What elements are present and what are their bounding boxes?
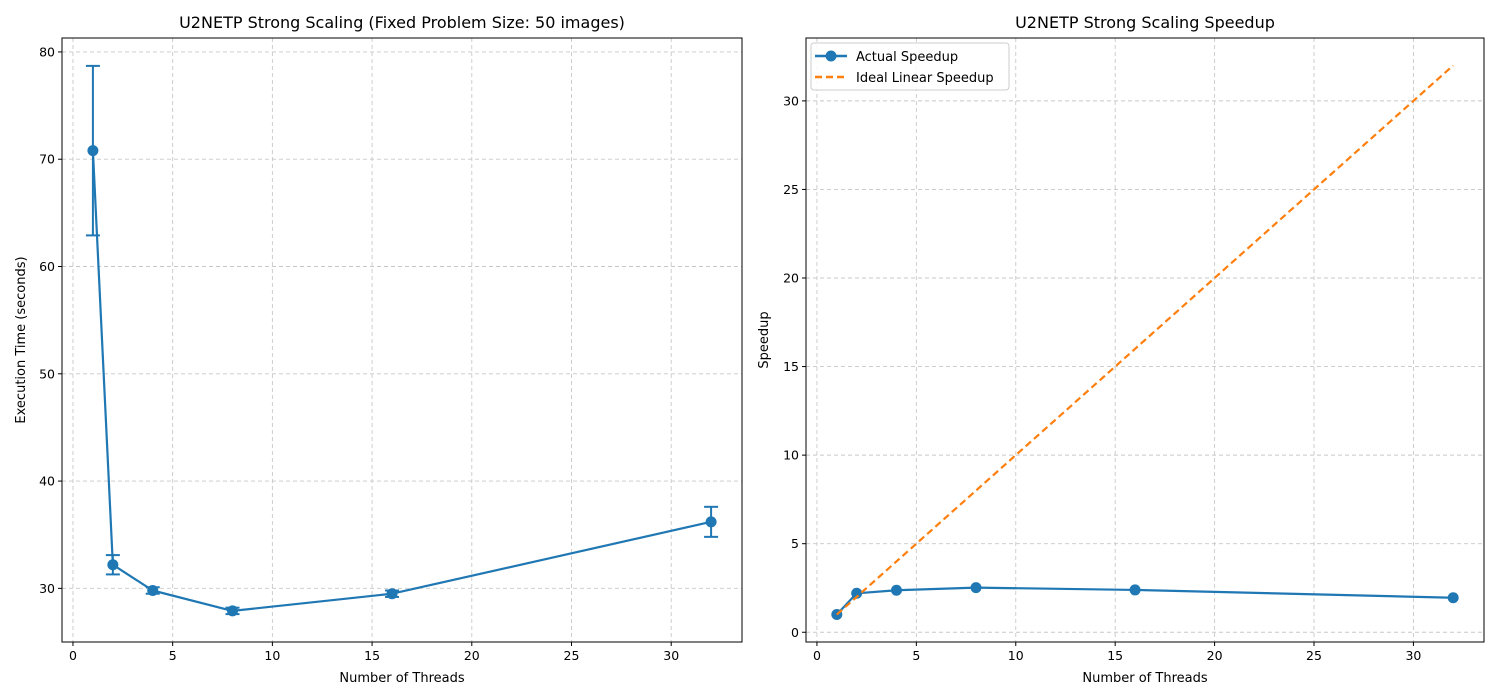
execution-time-x-tick-label: 0	[69, 648, 77, 663]
execution-time-x-axis-label: Number of Threads	[339, 671, 464, 686]
execution-time-y-tick-label: 80	[39, 44, 55, 59]
speedup-grid	[806, 38, 1484, 642]
execution-time-data-point	[107, 559, 119, 571]
speedup-axes-frame	[805, 37, 1485, 643]
execution-time-y-tick-label: 40	[39, 474, 55, 489]
execution-time-ticks: 0 5 10 15 20 25 30 30 40 50 60 70 80	[39, 44, 679, 663]
speedup-y-tick-label: 25	[783, 182, 799, 197]
execution-time-data-point	[147, 585, 159, 597]
execution-time-y-tick-label: 30	[39, 581, 55, 596]
execution-time-line	[91, 150, 712, 612]
execution-time-axes-frame	[61, 37, 743, 643]
speedup-y-tick-label: 0	[791, 625, 799, 640]
speedup-x-tick-label: 30	[1405, 648, 1421, 663]
execution-time-x-tick-label: 5	[169, 648, 177, 663]
execution-time-x-tick-label: 15	[364, 648, 380, 663]
execution-time-y-axis-label: Execution Time (seconds)	[14, 256, 29, 423]
execution-time-y-tick-label: 70	[39, 152, 55, 167]
speedup-ticks: 0 5 10 15 20 25 30 0 5 10 15 20 25 30	[783, 93, 1421, 663]
speedup-x-tick-label: 15	[1107, 648, 1123, 663]
execution-time-y-tick-label: 50	[39, 366, 55, 381]
speedup-y-tick-label: 15	[783, 359, 799, 374]
legend-actual-speedup-label: Actual Speedup	[856, 50, 958, 65]
execution-time-y-tick-label: 60	[39, 259, 55, 274]
speedup-data-point	[1447, 592, 1459, 604]
execution-time-data-point	[226, 605, 238, 617]
execution-time-x-tick-label: 30	[663, 648, 679, 663]
execution-time-x-tick-label: 20	[464, 648, 480, 663]
speedup-legend: Actual Speedup Ideal Linear Speedup	[810, 42, 1010, 91]
execution-time-x-tick-label: 10	[264, 648, 280, 663]
legend-ideal-speedup-label: Ideal Linear Speedup	[856, 71, 994, 86]
execution-time-chart: U2NETP Strong Scaling (Fixed Problem Siz…	[14, 13, 743, 686]
speedup-chart: U2NETP Strong Scaling Speedup 0 5 10 15 20 25…	[757, 13, 1485, 686]
execution-time-data-point	[386, 588, 398, 600]
speedup-chart-title: U2NETP Strong Scaling Speedup	[1015, 13, 1275, 32]
speedup-plot-area	[831, 64, 1459, 621]
speedup-data-point	[970, 582, 982, 594]
execution-time-chart-title: U2NETP Strong Scaling (Fixed Problem Siz…	[179, 13, 625, 32]
speedup-x-tick-label: 20	[1207, 648, 1223, 663]
execution-time-plot-area	[85, 64, 719, 617]
speedup-data-point	[1129, 584, 1141, 596]
speedup-y-tick-label: 30	[783, 93, 799, 108]
speedup-y-tick-label: 20	[783, 271, 799, 286]
execution-time-x-tick-label: 25	[564, 648, 580, 663]
speedup-x-tick-label: 0	[813, 648, 821, 663]
execution-time-data-point	[87, 145, 99, 157]
speedup-y-tick-label: 10	[783, 448, 799, 463]
execution-time-grid	[62, 38, 742, 642]
speedup-x-tick-label: 10	[1008, 648, 1024, 663]
legend-frame	[810, 42, 1010, 91]
speedup-y-axis-label: Speedup	[757, 311, 772, 368]
speedup-data-point	[890, 584, 902, 596]
execution-time-data-point	[705, 516, 717, 528]
speedup-y-tick-label: 5	[791, 536, 799, 551]
speedup-x-axis-label: Number of Threads	[1082, 671, 1207, 686]
speedup-data-point	[851, 587, 863, 599]
legend-actual-speedup-marker	[825, 50, 837, 62]
speedup-x-tick-label: 5	[912, 648, 920, 663]
speedup-x-tick-label: 25	[1306, 648, 1322, 663]
ideal-speedup-line	[836, 64, 1454, 616]
